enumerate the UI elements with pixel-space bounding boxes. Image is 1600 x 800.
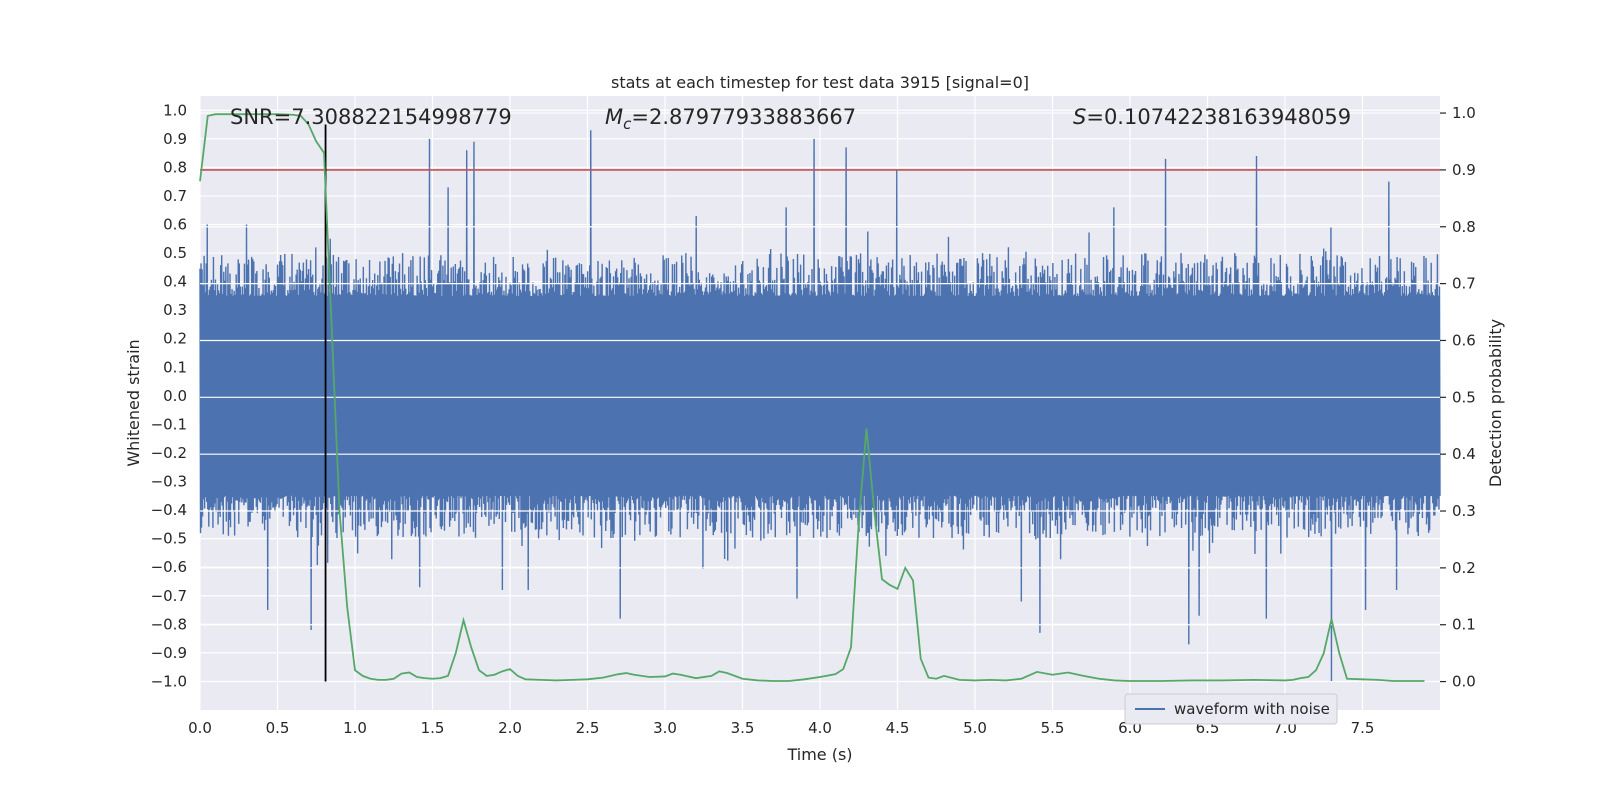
x-tick-labels: 0.0 0.5 1.0 1.5 2.0 2.5 3.0 3.5 4.0 4.5 5.0 5.5 6.0 6… bbox=[188, 719, 1374, 737]
right-tick-label-1: 0.1 bbox=[1452, 616, 1476, 634]
right-tick-label-5: 0.5 bbox=[1452, 388, 1476, 406]
markers bbox=[200, 124, 1440, 682]
waveform-line bbox=[199, 130, 1441, 682]
legend-box bbox=[1124, 693, 1338, 725]
left-tick-label-1: −0.9 bbox=[151, 644, 187, 662]
right-tick-label-8: 0.8 bbox=[1452, 218, 1476, 236]
left-tick-label-14: 0.4 bbox=[163, 273, 187, 291]
left-tick-label-0: −1.0 bbox=[151, 672, 187, 690]
x-tick-label-2: 1.0 bbox=[343, 719, 367, 737]
x-tick-label-3: 1.5 bbox=[421, 719, 445, 737]
x-tick-label-9: 4.5 bbox=[886, 719, 910, 737]
left-tick-label-17: 0.7 bbox=[163, 187, 187, 205]
detection-probability-line bbox=[199, 113, 1425, 682]
snr-annotation: SNR=7.308822154998779 bbox=[230, 105, 512, 129]
detection-probability-series bbox=[199, 113, 1425, 682]
chirp-mass-symbol: M bbox=[605, 105, 623, 129]
left-tick-label-2: −0.8 bbox=[151, 615, 187, 633]
right-tick-labels: 0.0 0.1 0.2 0.3 0.4 0.5 0.6 0.7 0.8 0.9 1.0 bbox=[1440, 104, 1476, 691]
right-tick-label-0: 0.0 bbox=[1452, 673, 1476, 691]
s-annotation: S=0.10742238163948059 bbox=[1073, 105, 1351, 129]
left-tick-label-8: −0.2 bbox=[151, 444, 187, 462]
right-tick-label-10: 1.0 bbox=[1452, 104, 1476, 122]
left-tick-label-18: 0.8 bbox=[163, 158, 187, 176]
x-tick-label-0: 0.0 bbox=[188, 719, 212, 737]
left-tick-label-5: −0.5 bbox=[151, 530, 187, 548]
right-tick-label-7: 0.7 bbox=[1452, 275, 1476, 293]
y-axis-label-right: Detection probability bbox=[1486, 319, 1505, 487]
chart-title: stats at each timestep for test data 391… bbox=[611, 73, 1029, 92]
left-tick-label-19: 0.9 bbox=[163, 130, 187, 148]
left-tick-label-13: 0.3 bbox=[163, 301, 187, 319]
x-tick-label-8: 4.0 bbox=[808, 719, 832, 737]
x-tick-label-4: 2.0 bbox=[498, 719, 522, 737]
x-tick-label-11: 5.5 bbox=[1041, 719, 1065, 737]
right-tick-label-6: 0.6 bbox=[1452, 331, 1476, 349]
x-tick-label-1: 0.5 bbox=[266, 719, 290, 737]
left-tick-label-9: −0.1 bbox=[151, 415, 187, 433]
s-symbol: S bbox=[1073, 105, 1086, 129]
waveform-series bbox=[199, 130, 1441, 682]
left-tick-label-11: 0.1 bbox=[163, 358, 187, 376]
x-axis-label: Time (s) bbox=[786, 745, 852, 764]
chirp-mass-value: =2.87977933883667 bbox=[631, 105, 856, 129]
left-tick-labels: −1.0 −0.9 −0.8 −0.7 −0.6 −0.5 −0.4 −0.3 −0.2 −0.1… bbox=[151, 101, 187, 690]
right-tick-label-9: 0.9 bbox=[1452, 161, 1476, 179]
chirp-mass-subscript: c bbox=[623, 115, 632, 133]
y-axis-label-left: Whitened strain bbox=[124, 339, 143, 466]
left-tick-label-12: 0.2 bbox=[163, 330, 187, 348]
right-tick-label-4: 0.4 bbox=[1452, 445, 1476, 463]
x-tick-label-15: 7.5 bbox=[1351, 719, 1375, 737]
left-tick-label-16: 0.6 bbox=[163, 216, 187, 234]
right-tick-label-2: 0.2 bbox=[1452, 559, 1476, 577]
x-tick-label-7: 3.5 bbox=[731, 719, 755, 737]
s-value: =0.10742238163948059 bbox=[1086, 105, 1351, 129]
x-tick-label-10: 5.0 bbox=[963, 719, 987, 737]
legend-entry: waveform with noise bbox=[1174, 700, 1330, 718]
right-tick-label-3: 0.3 bbox=[1452, 502, 1476, 520]
left-tick-label-6: −0.4 bbox=[151, 501, 187, 519]
x-tick-label-5: 2.5 bbox=[576, 719, 600, 737]
left-tick-label-4: −0.6 bbox=[151, 558, 187, 576]
left-tick-label-15: 0.5 bbox=[163, 244, 187, 262]
x-tick-label-6: 3.0 bbox=[653, 719, 677, 737]
left-tick-label-10: 0.0 bbox=[163, 387, 187, 405]
left-tick-label-7: −0.3 bbox=[151, 473, 187, 491]
left-tick-label-20: 1.0 bbox=[163, 101, 187, 119]
legend: waveform with noise bbox=[1124, 693, 1338, 725]
chirp-mass-annotation: Mc=2.87977933883667 bbox=[605, 105, 856, 133]
left-tick-label-3: −0.7 bbox=[151, 587, 187, 605]
